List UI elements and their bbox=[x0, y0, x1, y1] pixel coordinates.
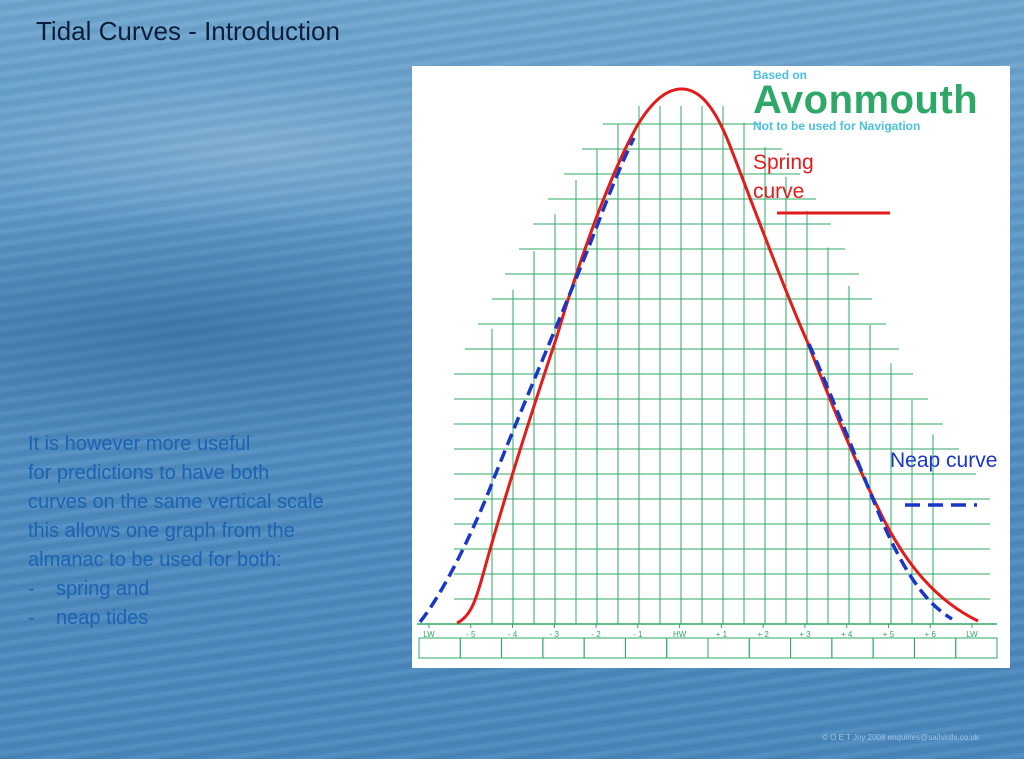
body-text: It is however more useful for prediction… bbox=[28, 430, 408, 633]
x-tick-label: - 4 bbox=[508, 630, 518, 639]
bullet-text: neap tides bbox=[56, 607, 149, 629]
time-entry-box bbox=[666, 637, 709, 659]
bullet-item: - neap tides bbox=[28, 604, 408, 633]
slide-title: Tidal Curves - Introduction bbox=[36, 16, 340, 46]
bottom-boxes bbox=[418, 637, 998, 659]
time-entry-box bbox=[501, 637, 544, 659]
x-tick-label: + 4 bbox=[841, 630, 853, 639]
neap-curve-line bbox=[418, 137, 636, 624]
time-entry-box bbox=[459, 637, 503, 659]
x-axis-ticks: LW - 5 - 4 - 3 - 2 - 1 HW + 1 + 2 + 3 + 4 + 5 + 6 LW bbox=[423, 624, 978, 639]
navigation-warning: Not to be used for Navigation bbox=[753, 119, 921, 133]
time-entry-box bbox=[872, 637, 915, 659]
time-entry-box bbox=[831, 637, 874, 659]
bullet-marker: - bbox=[28, 607, 35, 629]
time-entry-box bbox=[913, 637, 957, 659]
body-line: It is however more useful bbox=[28, 433, 251, 455]
x-tick-label: - 3 bbox=[550, 630, 560, 639]
x-tick-label: + 2 bbox=[757, 630, 769, 639]
time-entry-box bbox=[418, 637, 461, 659]
time-entry-box bbox=[707, 637, 750, 659]
based-on-label: Based on bbox=[753, 68, 808, 82]
spring-curve-label: Spring curve bbox=[753, 151, 814, 203]
x-tick-label: + 3 bbox=[799, 630, 811, 639]
time-entry-box bbox=[790, 637, 833, 659]
x-tick-label: + 6 bbox=[925, 630, 937, 639]
tidal-curve-graph: LW - 5 - 4 - 3 - 2 - 1 HW + 1 + 2 + 3 + 4 + 5 + 6 LW … bbox=[412, 66, 1010, 668]
x-tick-label: + 1 bbox=[716, 630, 728, 639]
tidal-curve-diagram: LW - 5 - 4 - 3 - 2 - 1 HW + 1 + 2 + 3 + 4 + 5 + 6 LW bbox=[417, 87, 998, 659]
bullet-item: - spring and bbox=[28, 575, 408, 604]
neap-curve-label: Neap curve bbox=[890, 449, 998, 472]
x-tick-label: LW bbox=[423, 630, 435, 639]
body-line: almanac to be used for both: bbox=[28, 549, 282, 571]
body-line: for predictions to have both bbox=[28, 462, 270, 484]
location-title: Avonmouth bbox=[753, 78, 979, 122]
spring-curve-line bbox=[456, 87, 979, 625]
bullet-text: spring and bbox=[56, 578, 150, 600]
x-tick-label: - 5 bbox=[466, 630, 476, 639]
time-entry-box bbox=[542, 637, 585, 659]
time-entry-box bbox=[624, 637, 668, 659]
x-tick-label: HW bbox=[673, 630, 687, 639]
body-line: this allows one graph from the bbox=[28, 520, 295, 542]
x-tick-label: LW bbox=[966, 630, 978, 639]
neap-curve-line bbox=[807, 343, 953, 621]
time-entry-box bbox=[748, 637, 792, 659]
copyright-notice: © O E T Joy 2008 enquiries@sailskills.co… bbox=[822, 733, 979, 742]
grid bbox=[417, 106, 997, 625]
body-line: curves on the same vertical scale bbox=[28, 491, 324, 513]
time-entry-box bbox=[583, 637, 626, 659]
x-tick-label: + 5 bbox=[883, 630, 895, 639]
bullet-marker: - bbox=[28, 578, 35, 600]
x-tick-label: - 2 bbox=[591, 630, 601, 639]
x-tick-label: - 1 bbox=[633, 630, 643, 639]
time-entry-box bbox=[955, 637, 998, 659]
